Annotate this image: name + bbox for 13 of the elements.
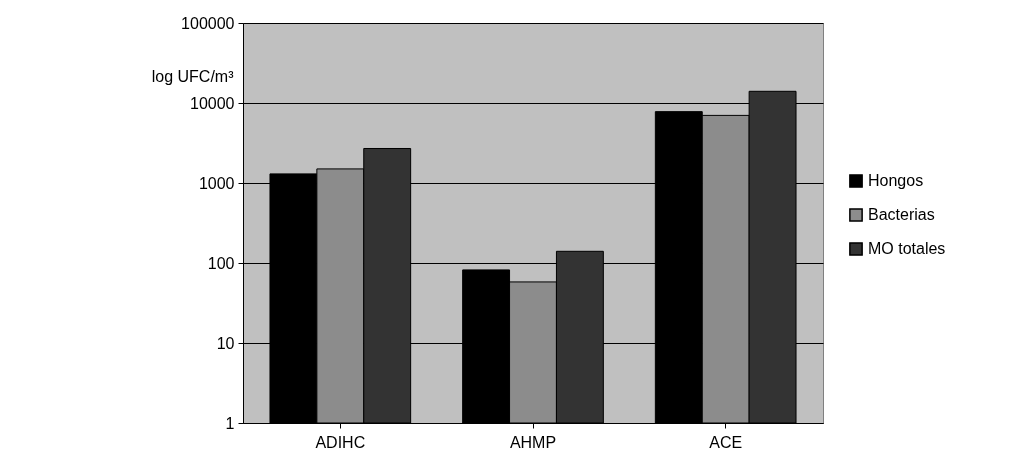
y-tick-label: 100 [207, 254, 235, 272]
y-tick-label: 10000 [190, 94, 235, 112]
x-tick-label: ADIHC [315, 433, 366, 451]
y-tick-label: 10 [216, 334, 235, 352]
legend-label: Bacterias [868, 206, 935, 223]
x-tick-label: ACE [709, 433, 743, 451]
legend-label: Hongos [868, 172, 924, 189]
y-tick-label: 1000 [198, 174, 235, 192]
legend-label: MO totales [868, 240, 946, 257]
x-tick-label: AHMP [509, 433, 557, 451]
y-tick-label: 1 [225, 414, 235, 432]
y-axis-title: log UFC/m³ [151, 67, 235, 85]
y-tick-label: 100000 [181, 14, 235, 32]
